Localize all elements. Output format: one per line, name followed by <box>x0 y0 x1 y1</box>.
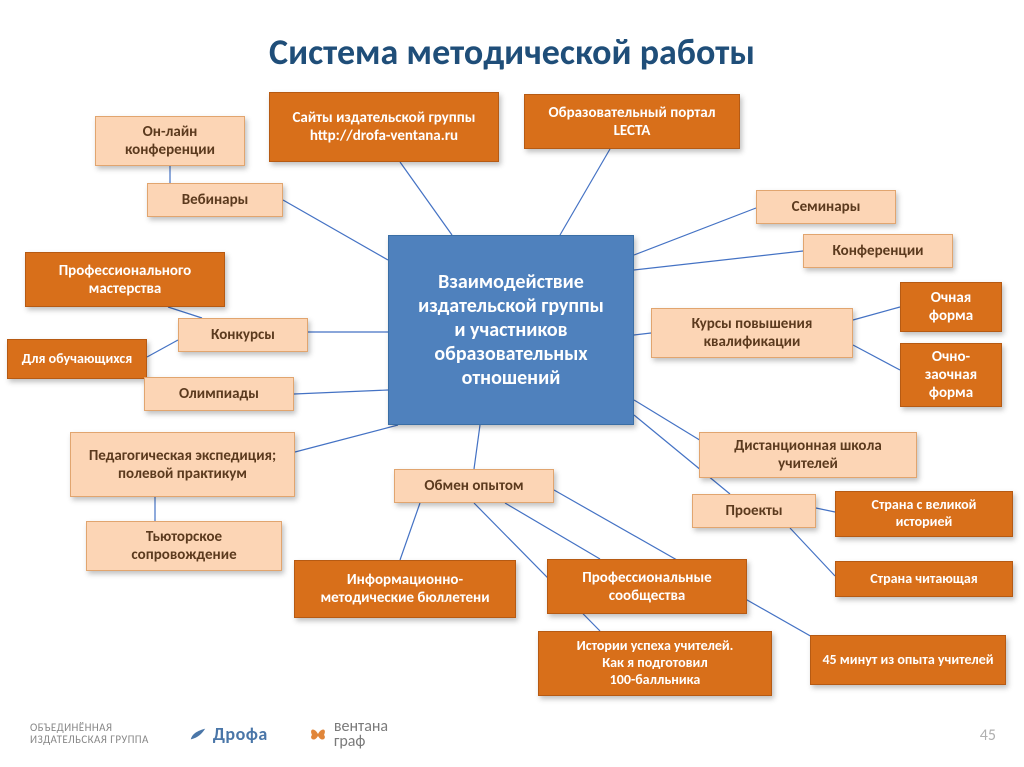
edge-central-right-seminars <box>634 208 756 255</box>
node-online_conf: Он-лайн конференции <box>95 116 245 166</box>
edge-projects-velikaya <box>816 508 835 512</box>
node-ped_exp: Педагогическая экспедиция; полевой практ… <box>70 432 295 497</box>
node-conferences: Конференции <box>803 234 953 268</box>
node-chitayu: Страна читающая <box>835 561 1013 597</box>
footer: Объединённая издательская группа Дрофа в… <box>30 719 388 749</box>
logo-drofa: Дрофа <box>189 723 268 745</box>
edge-exchange-communities <box>505 503 600 559</box>
edge-central-left-olympiads <box>294 390 388 394</box>
bird-icon <box>189 725 207 743</box>
edge-kpk-ochnaya <box>853 307 900 320</box>
edge-central-bottom-exchange <box>474 425 480 469</box>
edge-central-top-lecta <box>560 149 610 235</box>
edge-kpk-ochnozao <box>853 345 900 370</box>
node-ochnaya: Очная форма <box>900 282 1002 332</box>
logo-ventana: вентана граф <box>308 719 388 749</box>
node-velikaya: Страна с великой историей <box>835 491 1013 537</box>
logo-ventana-text-2: граф <box>334 734 388 749</box>
node-45min: 45 минут из опыта учителей <box>810 635 1006 685</box>
edge-central-right-conferences <box>634 251 803 270</box>
edge-central-left-webinars <box>283 200 388 260</box>
node-for_students: Для обучающихся <box>7 339 147 379</box>
edge-projects-chitayu <box>790 528 835 576</box>
node-tutor: Тьюторское сопровождение <box>86 521 282 571</box>
edge-exchange-bulletins <box>400 503 420 560</box>
edge-contests-for_students <box>147 340 178 357</box>
edge-central-right-kpk <box>634 333 651 335</box>
edge-central-top-sites <box>400 162 452 235</box>
node-webinars: Вебинары <box>147 183 283 217</box>
node-sites: Сайты издательской группы http://drofa-v… <box>269 92 499 162</box>
node-olympiads: Олимпиады <box>144 377 294 411</box>
edge-central-left-ped_exp <box>295 425 398 452</box>
node-kpk: Курсы повышения квалификации <box>651 308 853 358</box>
footer-group-label: Объединённая издательская группа <box>30 722 149 746</box>
node-success: Истории успеха учителей. Как я подготови… <box>538 631 772 696</box>
logo-drofa-text: Дрофа <box>213 723 268 745</box>
node-projects: Проекты <box>692 494 816 528</box>
node-ochnozao: Очно-заочная форма <box>900 343 1002 407</box>
node-contests: Конкурсы <box>178 318 308 352</box>
node-exchange: Обмен опытом <box>394 469 554 503</box>
butterfly-icon <box>308 724 328 744</box>
node-bulletins: Информационно-методические бюллетени <box>294 560 516 618</box>
node-seminars: Семинары <box>756 190 896 224</box>
node-lecta: Образовательный портал LECTA <box>524 94 740 149</box>
slide-number: 45 <box>980 726 996 745</box>
node-communities: Профессиональные сообщества <box>547 559 747 614</box>
diagram-stage: { "title": "Система методической работы"… <box>0 0 1024 767</box>
central-node: Взаимодействие издательской группы и уча… <box>388 235 634 425</box>
node-dist_school: Дистанционная школа учителей <box>699 432 917 478</box>
page-title: Система методической работы <box>0 30 1024 74</box>
edge-contests-prof_master <box>168 307 202 318</box>
node-prof_master: Профессионального мастерства <box>25 252 225 307</box>
